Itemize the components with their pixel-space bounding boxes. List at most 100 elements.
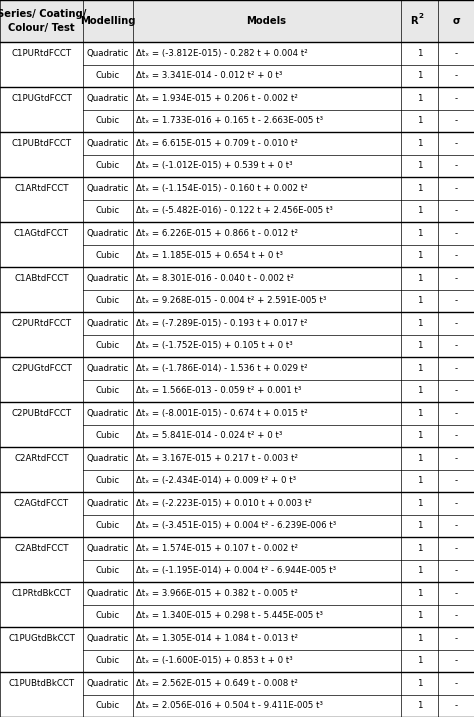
Text: C2PUBtdFCCT: C2PUBtdFCCT (11, 409, 72, 418)
Text: 1: 1 (417, 206, 422, 215)
Text: 1: 1 (417, 161, 422, 170)
Text: C2AGtdFCCT: C2AGtdFCCT (14, 499, 69, 508)
Text: -: - (455, 116, 458, 125)
Text: -: - (455, 274, 458, 282)
Text: 1: 1 (417, 701, 422, 711)
Text: 1: 1 (417, 184, 422, 193)
Text: -: - (455, 634, 458, 642)
Bar (0, 672, 474, 695)
Text: Quadratic: Quadratic (87, 274, 129, 282)
Bar (0, 290, 474, 312)
Text: Δtₓ = (-5.482E-016) - 0.122 t + 2.456E-005 t³: Δtₓ = (-5.482E-016) - 0.122 t + 2.456E-0… (136, 206, 333, 215)
Text: -: - (455, 206, 458, 215)
Text: Δtₓ = 1.733E-016 + 0.165 t - 2.663E-005 t³: Δtₓ = 1.733E-016 + 0.165 t - 2.663E-005 … (136, 116, 323, 125)
Text: Cubic: Cubic (96, 566, 120, 575)
Text: Cubic: Cubic (96, 656, 120, 665)
Text: Quadratic: Quadratic (87, 94, 129, 103)
Text: C1PUBtdBkCCT: C1PUBtdBkCCT (9, 679, 74, 688)
Text: 1: 1 (417, 454, 422, 462)
Text: -: - (455, 319, 458, 328)
Text: Δtₓ = 2.562E-015 + 0.649 t - 0.008 t²: Δtₓ = 2.562E-015 + 0.649 t - 0.008 t² (136, 679, 298, 688)
Text: -: - (455, 476, 458, 485)
Text: Δtₓ = (-3.812E-015) - 0.282 t + 0.004 t²: Δtₓ = (-3.812E-015) - 0.282 t + 0.004 t² (136, 49, 308, 58)
Text: 1: 1 (417, 251, 422, 260)
Text: Cubic: Cubic (96, 116, 120, 125)
Text: Quadratic: Quadratic (87, 679, 129, 688)
Text: Cubic: Cubic (96, 206, 120, 215)
Text: Δtₓ = 1.340E-015 + 0.298 t - 5.445E-005 t³: Δtₓ = 1.340E-015 + 0.298 t - 5.445E-005 … (136, 612, 323, 620)
Text: Δtₓ = (-8.001E-015) - 0.674 t + 0.015 t²: Δtₓ = (-8.001E-015) - 0.674 t + 0.015 t² (136, 409, 308, 418)
Bar (0, 199, 474, 222)
Bar (0, 110, 474, 132)
Text: 1: 1 (417, 409, 422, 418)
Text: C2ABtdFCCT: C2ABtdFCCT (14, 543, 69, 553)
Bar (0, 447, 474, 470)
Text: 1: 1 (417, 431, 422, 440)
Text: -: - (455, 71, 458, 80)
Bar (0, 335, 474, 357)
Text: -: - (455, 543, 458, 553)
Text: 1: 1 (417, 476, 422, 485)
Text: Series/ Coating/
Colour/ Test: Series/ Coating/ Colour/ Test (0, 9, 86, 32)
Bar (0, 604, 474, 627)
Bar (0, 87, 474, 110)
Bar (0, 470, 474, 492)
Text: C1ARtdFCCT: C1ARtdFCCT (14, 184, 69, 193)
Text: 1: 1 (417, 229, 422, 238)
Text: 2: 2 (419, 13, 423, 19)
Text: Cubic: Cubic (96, 251, 120, 260)
Text: -: - (455, 229, 458, 238)
Text: Δtₓ = 1.566E-013 - 0.059 t² + 0.001 t³: Δtₓ = 1.566E-013 - 0.059 t² + 0.001 t³ (136, 386, 301, 395)
Text: Δtₓ = 1.185E-015 + 0.654 t + 0 t³: Δtₓ = 1.185E-015 + 0.654 t + 0 t³ (136, 251, 283, 260)
Text: Δtₓ = 3.167E-015 + 0.217 t - 0.003 t²: Δtₓ = 3.167E-015 + 0.217 t - 0.003 t² (136, 454, 298, 462)
Text: Δtₓ = 3.341E-014 - 0.012 t² + 0 t³: Δtₓ = 3.341E-014 - 0.012 t² + 0 t³ (136, 71, 282, 80)
Bar (0, 537, 474, 559)
Text: -: - (455, 49, 458, 58)
Text: Cubic: Cubic (96, 386, 120, 395)
Text: -: - (455, 612, 458, 620)
Text: Quadratic: Quadratic (87, 634, 129, 642)
Text: -: - (455, 184, 458, 193)
Text: Δtₓ = 6.226E-015 + 0.866 t - 0.012 t²: Δtₓ = 6.226E-015 + 0.866 t - 0.012 t² (136, 229, 298, 238)
Text: Quadratic: Quadratic (87, 319, 129, 328)
Text: Δtₓ = (-1.600E-015) + 0.853 t + 0 t³: Δtₓ = (-1.600E-015) + 0.853 t + 0 t³ (136, 656, 292, 665)
Bar (0, 379, 474, 402)
Text: -: - (455, 341, 458, 350)
Text: C2PUGtdFCCT: C2PUGtdFCCT (11, 364, 72, 373)
Text: Quadratic: Quadratic (87, 409, 129, 418)
Text: Δtₓ = (-2.223E-015) + 0.010 t + 0.003 t²: Δtₓ = (-2.223E-015) + 0.010 t + 0.003 t² (136, 499, 311, 508)
Text: 1: 1 (417, 589, 422, 598)
Text: Δtₓ = 2.056E-016 + 0.504 t - 9.411E-005 t³: Δtₓ = 2.056E-016 + 0.504 t - 9.411E-005 … (136, 701, 323, 711)
Text: Modelling: Modelling (80, 16, 136, 26)
Text: C1PUGtdBkCCT: C1PUGtdBkCCT (8, 634, 75, 642)
Text: Δtₓ = (-7.289E-015) - 0.193 t + 0.017 t²: Δtₓ = (-7.289E-015) - 0.193 t + 0.017 t² (136, 319, 307, 328)
Text: -: - (455, 161, 458, 170)
Text: Δtₓ = 5.841E-014 - 0.024 t² + 0 t³: Δtₓ = 5.841E-014 - 0.024 t² + 0 t³ (136, 431, 282, 440)
Bar (0, 312, 474, 335)
Bar (0, 244, 474, 267)
Text: Cubic: Cubic (96, 701, 120, 711)
Text: 1: 1 (417, 341, 422, 350)
Text: σ: σ (452, 16, 460, 26)
Text: C1PRtdBkCCT: C1PRtdBkCCT (11, 589, 72, 598)
Text: Δtₓ = (-3.451E-015) + 0.004 t² - 6.239E-006 t³: Δtₓ = (-3.451E-015) + 0.004 t² - 6.239E-… (136, 521, 336, 531)
Text: Δtₓ = 9.268E-015 - 0.004 t² + 2.591E-005 t³: Δtₓ = 9.268E-015 - 0.004 t² + 2.591E-005… (136, 296, 326, 305)
Bar (0, 0, 474, 42)
Text: -: - (455, 589, 458, 598)
Bar (0, 559, 474, 582)
Text: -: - (455, 296, 458, 305)
Text: Δtₓ = (-1.012E-015) + 0.539 t + 0 t³: Δtₓ = (-1.012E-015) + 0.539 t + 0 t³ (136, 161, 292, 170)
Text: C1ABtdFCCT: C1ABtdFCCT (14, 274, 69, 282)
Text: 1: 1 (417, 296, 422, 305)
Text: 1: 1 (417, 679, 422, 688)
Text: 1: 1 (417, 656, 422, 665)
Text: Cubic: Cubic (96, 161, 120, 170)
Text: Δtₓ = (-1.752E-015) + 0.105 t + 0 t³: Δtₓ = (-1.752E-015) + 0.105 t + 0 t³ (136, 341, 292, 350)
Text: -: - (455, 94, 458, 103)
Text: Quadratic: Quadratic (87, 499, 129, 508)
Text: -: - (455, 679, 458, 688)
Text: -: - (455, 431, 458, 440)
Text: 1: 1 (417, 116, 422, 125)
Bar (0, 154, 474, 177)
Text: 1: 1 (417, 71, 422, 80)
